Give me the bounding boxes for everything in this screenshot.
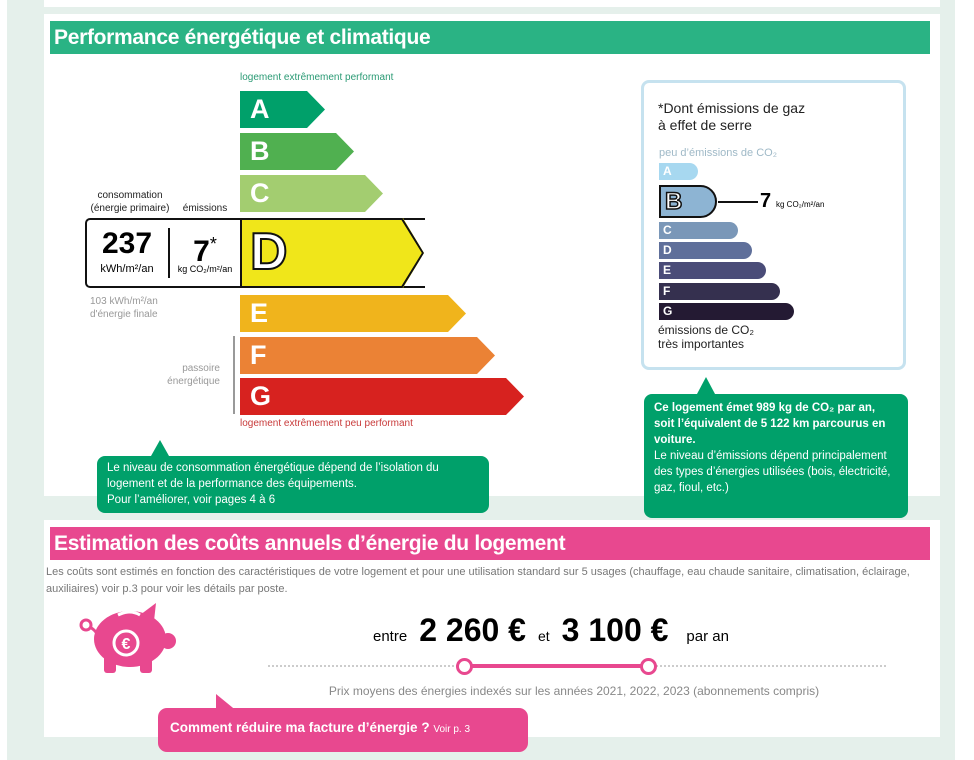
ges-class-a-bar: A — [659, 163, 698, 180]
passoire-label: passoire énergétique — [167, 363, 220, 387]
asterisk: * — [209, 234, 217, 254]
ges-unit: kg CO₂/m²/an — [776, 200, 825, 209]
reduce-bill-ref: Voir p. 3 — [433, 724, 471, 735]
ges-class-d-bar: D — [659, 242, 752, 259]
energy-title: Performance énergétique et climatique — [50, 21, 930, 54]
costs-title: Estimation des coûts annuels d’énergie d… — [50, 527, 930, 560]
ges-tooltip-bold: Ce logement émet 989 kg de CO₂ par an, s… — [654, 402, 886, 446]
consumption-label: consommation (énergie primaire) — [90, 190, 170, 214]
tooltip-arrow — [697, 377, 715, 394]
consumption-value: 237 — [101, 227, 153, 260]
piggy-bank-icon: € — [79, 603, 176, 673]
range-min-marker — [456, 658, 473, 675]
class-b-bar: B — [240, 133, 354, 170]
range-max-marker — [640, 658, 657, 675]
class-a-bar: A — [240, 91, 325, 128]
top-label: logement extrêmement performant — [240, 72, 394, 83]
ges-class-b-bar: B — [659, 185, 717, 218]
ges-pointer-line — [718, 201, 758, 203]
ges-value: 7 — [760, 190, 772, 212]
final-energy: 103 kWh/m²/an d'énergie finale — [90, 296, 158, 320]
cost-max: 3 100 € — [561, 612, 669, 648]
emissions-value: 7 — [193, 235, 210, 268]
previous-section — [44, 0, 940, 7]
passoire-line — [233, 336, 235, 414]
reduce-bill-text: Comment réduire ma facture d’énergie ? — [170, 720, 430, 735]
class-e-bar: E — [240, 295, 466, 332]
between-label: entre — [373, 628, 408, 645]
and-label: et — [537, 628, 550, 644]
per-year-label: par an — [686, 628, 729, 645]
cost-min: 2 260 € — [419, 612, 526, 648]
ges-top-label: peu d’émissions de CO₂ — [659, 147, 777, 159]
svg-text:€: € — [122, 636, 131, 653]
ges-class-g-bar: G — [659, 303, 794, 320]
consumption-unit: kWh/m²/an — [100, 263, 154, 275]
current-class-letter: D — [249, 222, 289, 282]
ges-tooltip-text: Le niveau d’émissions dépend principalem… — [654, 450, 891, 494]
class-c-bar: C — [240, 175, 383, 212]
reduce-bill-link[interactable]: Comment réduire ma facture d’énergie ? V… — [158, 708, 528, 752]
price-note: Prix moyens des énergies indexés sur les… — [328, 684, 820, 698]
emissions-unit: kg CO₂/m²/an — [177, 264, 233, 274]
ges-tooltip: Ce logement émet 989 kg de CO₂ par an, s… — [644, 394, 908, 518]
ges-class-c-bar: C — [659, 222, 738, 239]
ges-title: *Dont émissions de gaz à effet de serre — [658, 100, 806, 133]
ges-class-f-bar: F — [659, 283, 780, 300]
energy-tooltip: Le niveau de consommation énergétique dé… — [97, 456, 489, 513]
ges-bottom-label: émissions de CO₂ très importantes — [658, 323, 755, 351]
emissions-label: émissions — [182, 203, 228, 214]
bottom-label: logement extrêmement peu performant — [240, 418, 413, 429]
ges-class-e-bar: E — [659, 262, 766, 279]
costs-description: Les coûts sont estimés en fonction des c… — [46, 566, 910, 595]
divider — [168, 228, 170, 278]
class-g-bar: G — [240, 378, 524, 415]
tooltip-arrow — [216, 694, 238, 712]
class-f-bar: F — [240, 337, 495, 374]
tooltip-arrow — [151, 440, 169, 456]
class-d-current: D — [240, 218, 424, 288]
range-fill — [464, 664, 649, 668]
